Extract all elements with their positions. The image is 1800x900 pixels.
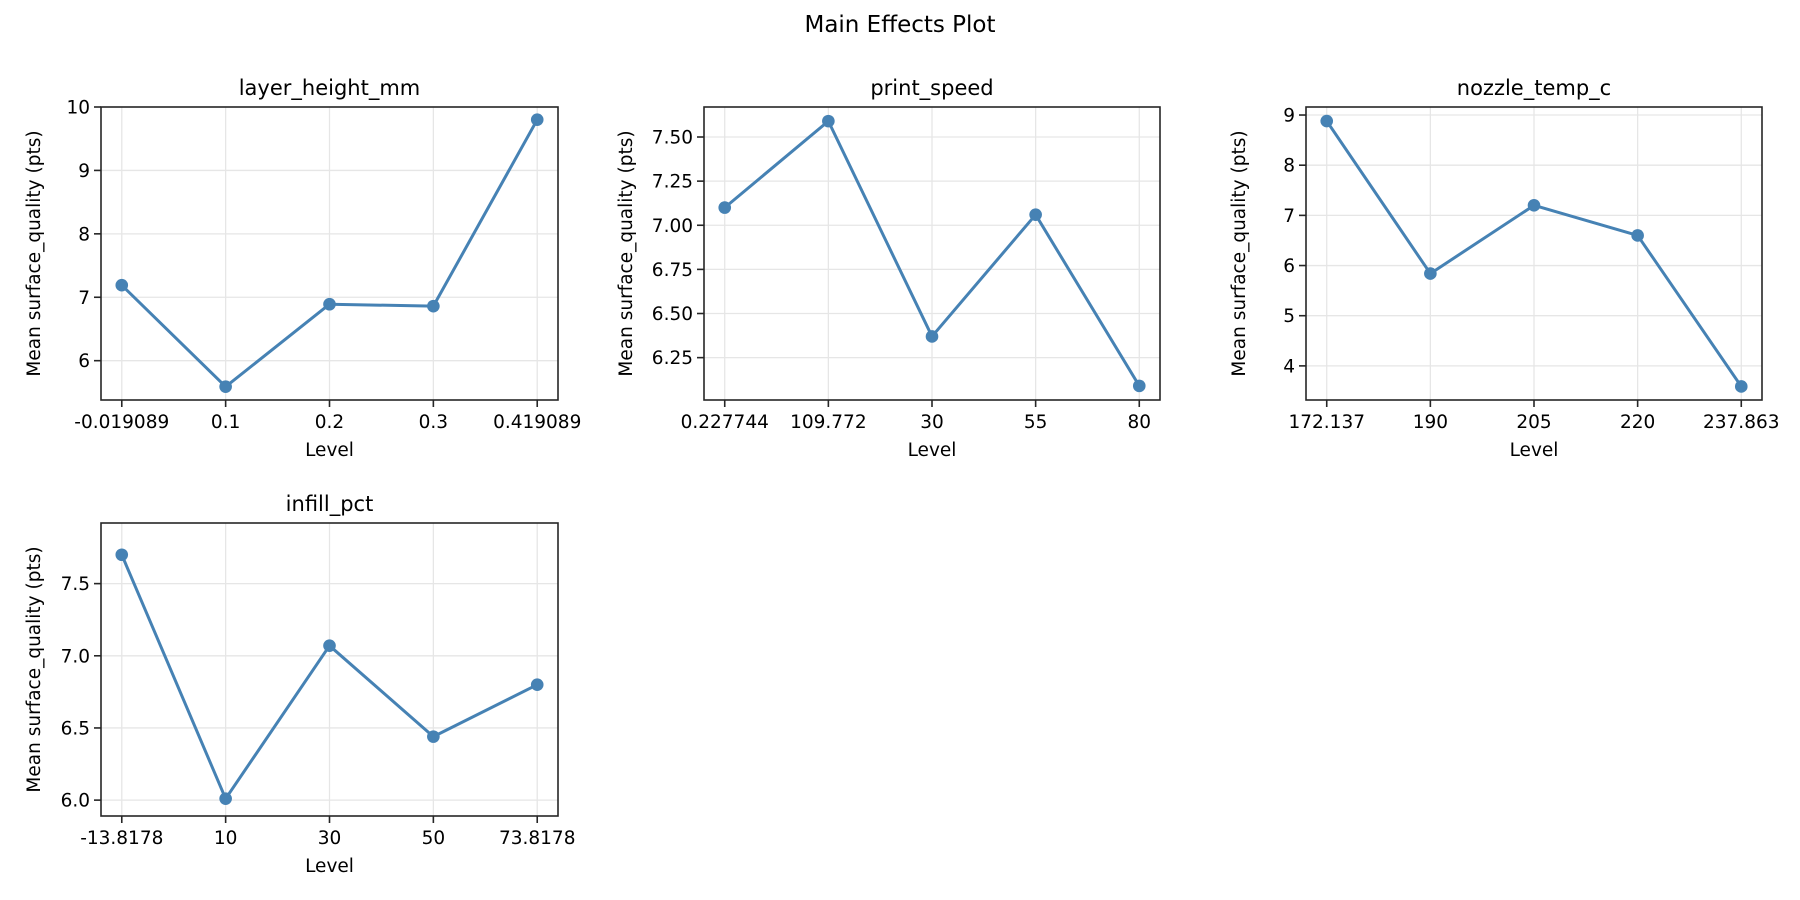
- y-tick-label: 7.25: [652, 172, 693, 193]
- subplot-infill-pct: -13.8178 10 30 50 73.8178 6.0 6.5 7.0 7.5 infill_…: [24, 492, 575, 877]
- x-tick-label: 0.419089: [493, 412, 581, 433]
- grid-lines: [101, 106, 558, 400]
- data-point-marker: [530, 113, 544, 126]
- x-tick-label: 172.137: [1288, 412, 1365, 433]
- x-tick-label: 190: [1413, 412, 1448, 433]
- y-tick-label: 6.25: [652, 348, 693, 369]
- x-tick-label: -13.8178: [80, 828, 163, 849]
- grid-lines: [704, 107, 1160, 400]
- y-tick-label: 7.50: [652, 128, 693, 149]
- data-point-marker: [1029, 208, 1042, 221]
- y-tick-label: 9: [1283, 106, 1295, 127]
- data-point-marker: [115, 548, 129, 562]
- data-point-marker: [323, 639, 336, 652]
- y-axis-label: Mean surface_quality (pts): [1229, 130, 1250, 376]
- data-point-marker: [219, 792, 232, 805]
- x-tick-label: 220: [1620, 412, 1655, 433]
- x-tick-label: 30: [920, 412, 944, 433]
- x-tick-label: 73.8178: [499, 828, 576, 849]
- data-point-marker: [530, 678, 544, 691]
- y-axis-label: Mean surface_quality (pts): [24, 130, 45, 376]
- y-tick-label: 7: [78, 288, 90, 309]
- x-tick-label: 80: [1127, 412, 1151, 433]
- y-tick-label: 9: [78, 161, 90, 182]
- y-tick-label: 6.50: [652, 304, 693, 325]
- subplot-title: nozzle_temp_c: [1457, 76, 1611, 101]
- y-tick-label: 6: [78, 351, 90, 372]
- y-tick-label: 10: [66, 98, 90, 119]
- y-axis-label: Mean surface_quality (pts): [616, 130, 637, 376]
- subplot-title: infill_pct: [286, 492, 374, 517]
- x-axis-label: Level: [1510, 440, 1559, 461]
- y-tick-label: 6: [1283, 256, 1295, 277]
- data-point-marker: [427, 299, 440, 313]
- x-tick-label: -0.019089: [74, 412, 169, 433]
- grid-lines: [101, 523, 558, 816]
- x-tick-label: 0.1: [211, 412, 240, 433]
- x-tick-label: 50: [422, 828, 446, 849]
- data-point-marker: [1631, 229, 1644, 242]
- data-point-marker: [323, 297, 336, 311]
- data-point-marker: [1734, 380, 1748, 393]
- y-tick-label: 7: [1283, 206, 1295, 227]
- data-point-marker: [718, 201, 732, 214]
- data-point-marker: [925, 330, 939, 343]
- subplot-nozzle-temp-c: 172.137 190 205 220 237.863 4 5 6 7 8 9 nozzle_temp…: [1229, 76, 1780, 461]
- data-point-marker: [427, 730, 440, 743]
- data-point-marker: [219, 380, 232, 393]
- data-point-marker: [1320, 114, 1334, 128]
- x-tick-label: 0.227744: [681, 412, 769, 433]
- data-point-marker: [1424, 267, 1437, 280]
- data-point-marker: [1527, 199, 1541, 212]
- subplot-print-speed: 0.227744 109.772 30 55 80 6.25 6.50 6.75 7.00 7.2…: [616, 76, 1161, 461]
- y-tick-label: 6.5: [61, 718, 90, 739]
- x-axis-label: Level: [305, 856, 354, 877]
- data-point-marker: [822, 114, 835, 128]
- y-tick-label: 6.0: [61, 791, 90, 812]
- x-tick-label: 0.2: [315, 412, 344, 433]
- x-tick-label: 55: [1024, 412, 1048, 433]
- data-point-marker: [1132, 379, 1146, 393]
- subplot-layer-height-mm: -0.019089 0.1 0.2 0.3 0.419089 6 7 8 9 10 layer_he…: [24, 76, 581, 461]
- x-tick-label: 109.772: [790, 412, 867, 433]
- y-tick-label: 8: [78, 224, 90, 245]
- y-tick-label: 6.75: [652, 260, 693, 281]
- x-axis-label: Level: [305, 440, 354, 461]
- y-tick-label: 8: [1283, 156, 1295, 177]
- x-tick-label: 0.3: [419, 412, 448, 433]
- y-tick-label: 7.00: [652, 216, 693, 237]
- grid-lines: [1306, 107, 1762, 400]
- x-tick-label: 205: [1516, 412, 1551, 433]
- x-axis-label: Level: [908, 440, 957, 461]
- x-tick-label: 237.863: [1703, 412, 1780, 433]
- subplot-title: print_speed: [870, 76, 993, 101]
- x-tick-label: 30: [318, 828, 342, 849]
- subplot-title: layer_height_mm: [239, 76, 421, 101]
- x-tick-label: 10: [214, 828, 238, 849]
- y-tick-label: 7.5: [61, 574, 90, 595]
- figure-title: Main Effects Plot: [804, 12, 996, 38]
- y-tick-label: 7.0: [61, 646, 90, 667]
- y-tick-label: 5: [1283, 306, 1295, 327]
- y-axis-label: Mean surface_quality (pts): [24, 546, 45, 792]
- y-tick-label: 4: [1283, 356, 1295, 377]
- data-point-marker: [115, 278, 129, 292]
